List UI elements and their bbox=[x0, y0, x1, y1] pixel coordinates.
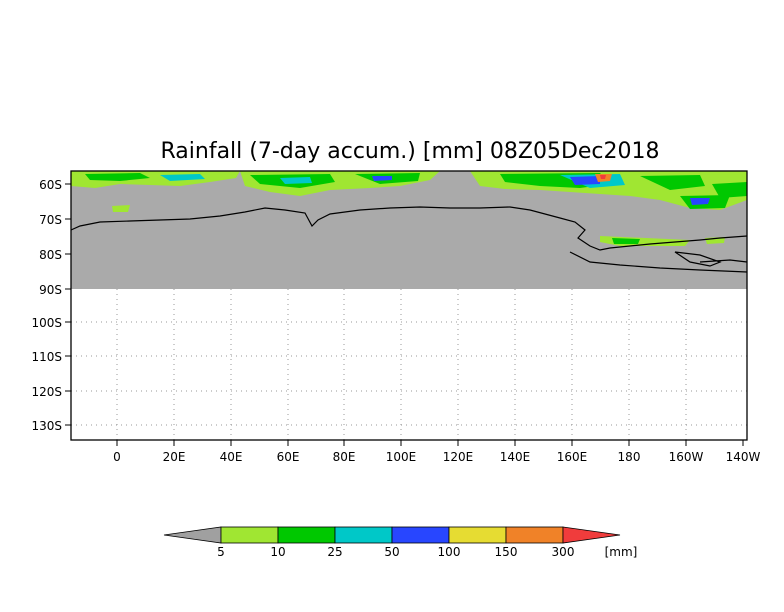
lat-label: 100S bbox=[31, 316, 62, 330]
graticule bbox=[71, 289, 747, 440]
colorbar-low-arrow bbox=[163, 526, 222, 544]
lon-label: 20E bbox=[163, 450, 186, 464]
lat-label: 70S bbox=[39, 213, 62, 227]
lat-label: 130S bbox=[31, 419, 62, 433]
colorbar-tick: 150 bbox=[495, 545, 518, 559]
coastline bbox=[70, 206, 748, 273]
lat-label: 80S bbox=[39, 248, 62, 262]
lon-label: 160E bbox=[557, 450, 588, 464]
lon-label: 100E bbox=[386, 450, 417, 464]
colorbar-tick: 100 bbox=[438, 545, 461, 559]
map-title: Rainfall (7-day accum.) [mm] 08Z05Dec201… bbox=[160, 139, 659, 164]
colorbar-tick: 5 bbox=[217, 545, 225, 559]
colorbar-high-arrow bbox=[562, 526, 621, 544]
longitude-axis: 0 20E 40E 60E 80E 100E 120E 140E 160E 18… bbox=[113, 440, 761, 464]
lat-label: 60S bbox=[39, 178, 62, 192]
colorbar-unit: [mm] bbox=[605, 545, 638, 559]
lon-label: 140W bbox=[726, 450, 761, 464]
rainfall-patches bbox=[71, 171, 747, 246]
lat-label: 110S bbox=[31, 350, 62, 364]
colorbar-tick: 50 bbox=[384, 545, 399, 559]
colorbar-bin bbox=[391, 526, 450, 544]
lon-label: 0 bbox=[113, 450, 121, 464]
colorbar-bin bbox=[277, 526, 336, 544]
lon-label: 140E bbox=[500, 450, 531, 464]
plot-frame bbox=[70, 170, 748, 441]
colorbar-tick: 10 bbox=[270, 545, 285, 559]
colorbar-bin bbox=[448, 526, 507, 544]
colorbar-bin bbox=[334, 526, 393, 544]
latitude-axis: 60S 70S 80S 90S 100S 110S 120S 130S bbox=[31, 178, 71, 433]
lon-label: 40E bbox=[220, 450, 243, 464]
lon-label: 180 bbox=[618, 450, 641, 464]
lon-label: 120E bbox=[443, 450, 474, 464]
lon-label: 160W bbox=[669, 450, 704, 464]
colorbar-bin bbox=[505, 526, 564, 544]
colorbar-tick: 300 bbox=[552, 545, 575, 559]
colorbar: 5 10 25 50 100 150 300 [mm] bbox=[163, 526, 638, 559]
colorbar-tick: 25 bbox=[327, 545, 342, 559]
lon-label: 80E bbox=[333, 450, 356, 464]
colorbar-bin bbox=[220, 526, 279, 544]
lon-label: 60E bbox=[277, 450, 300, 464]
lat-label: 120S bbox=[31, 385, 62, 399]
lat-label: 90S bbox=[39, 283, 62, 297]
